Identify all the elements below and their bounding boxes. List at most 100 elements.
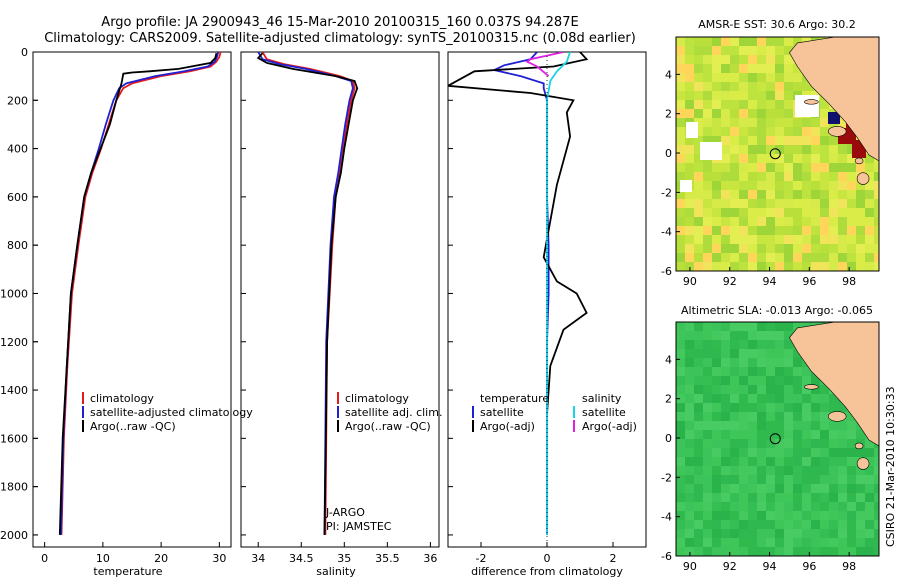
map-cell (775, 367, 784, 376)
map-cell (712, 244, 721, 253)
map-cell (703, 190, 712, 199)
map-cell (748, 172, 757, 181)
map-cell (694, 145, 703, 154)
map-cell (766, 511, 775, 520)
map-xtick-label: 96 (802, 560, 816, 573)
map-cell (739, 340, 748, 349)
map-cell (694, 412, 703, 421)
map-cell (676, 82, 685, 91)
map-cell (775, 547, 784, 556)
map-cell (865, 226, 874, 235)
map-cell (856, 529, 865, 538)
map-cell (739, 100, 748, 109)
map-cell (793, 73, 802, 82)
map-cell (838, 172, 847, 181)
map-cell (748, 520, 757, 529)
map-cell (757, 262, 766, 271)
map-cell (757, 529, 766, 538)
map-cell (784, 439, 793, 448)
map-cell (703, 466, 712, 475)
map-cell (730, 385, 739, 394)
legend-diff-salinity: salinity (582, 392, 622, 405)
map-cell (748, 430, 757, 439)
map-cell (829, 466, 838, 475)
map-cell (865, 244, 874, 253)
map-cell (703, 64, 712, 73)
map-cell (784, 217, 793, 226)
map-cell (676, 511, 685, 520)
map-cell (730, 520, 739, 529)
map-cell (793, 154, 802, 163)
map-cell (838, 475, 847, 484)
map-cell (730, 466, 739, 475)
map-cell (685, 190, 694, 199)
map-xtick-label: 94 (763, 275, 777, 288)
map-cell (730, 190, 739, 199)
map-cell (676, 190, 685, 199)
map-cell (856, 493, 865, 502)
map-cell (847, 475, 856, 484)
map-cell (784, 412, 793, 421)
map-cell (820, 244, 829, 253)
map-cell (838, 439, 847, 448)
map-cell (784, 145, 793, 154)
island (804, 99, 819, 105)
map-cell (712, 412, 721, 421)
map-cell (694, 208, 703, 217)
map-cell (703, 37, 712, 46)
map-cell (784, 448, 793, 457)
series-line (448, 52, 589, 415)
map-cell (811, 457, 820, 466)
map-cell (784, 430, 793, 439)
map-cell (838, 253, 847, 262)
map-cell (739, 244, 748, 253)
map-cell (838, 226, 847, 235)
map-cell (865, 457, 874, 466)
map-cell (712, 340, 721, 349)
map-cell (685, 136, 694, 145)
map-cell (802, 199, 811, 208)
map-cell (676, 538, 685, 547)
map-cell (748, 244, 757, 253)
map-cell (712, 493, 721, 502)
map-cell (703, 172, 712, 181)
map-cell (775, 331, 784, 340)
map-cell (784, 322, 793, 331)
map-cell (721, 493, 730, 502)
missing-data-patch (680, 180, 692, 192)
map-cell (775, 484, 784, 493)
map-cell (838, 457, 847, 466)
map-cell (703, 457, 712, 466)
map-cell (865, 529, 874, 538)
map-cell (712, 403, 721, 412)
map-cell (766, 109, 775, 118)
map-cell (811, 181, 820, 190)
map-cell (748, 493, 757, 502)
map-cell (874, 217, 879, 226)
map-cell (811, 199, 820, 208)
island (856, 457, 870, 470)
map-cell (820, 403, 829, 412)
map-cell (685, 262, 694, 271)
ytick-label: 1600 (0, 432, 28, 445)
map-cell (793, 520, 802, 529)
map-cell (748, 145, 757, 154)
legend-climatology: climatology (90, 392, 154, 405)
map-cell (694, 82, 703, 91)
map-cell (748, 190, 757, 199)
map-cell (685, 73, 694, 82)
map-cell (712, 208, 721, 217)
map-cell (685, 172, 694, 181)
map-cell (721, 376, 730, 385)
map-cell (712, 199, 721, 208)
map-cell (757, 502, 766, 511)
map-cell (748, 538, 757, 547)
map-cell (685, 457, 694, 466)
xtick-label: 30 (212, 552, 226, 565)
ytick-label: 1800 (0, 481, 28, 494)
map-cell (676, 439, 685, 448)
map-cell (775, 244, 784, 253)
map-cell (775, 421, 784, 430)
map-cell (874, 163, 879, 172)
map-cell (748, 475, 757, 484)
